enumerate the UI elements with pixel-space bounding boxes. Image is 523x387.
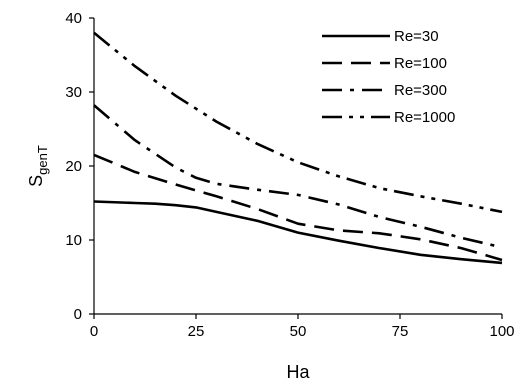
legend-label: Re=300 [394,82,447,99]
y-axis-title-subscript: genT [35,145,50,175]
legend-label: Re=1000 [394,109,455,126]
series-line-re-30 [93,200,503,265]
y-tick-label: 30 [65,84,82,101]
axis-titles: Ha SgenT [26,145,310,382]
x-tick-label: 75 [392,323,409,340]
x-axis-title: Ha [286,362,310,382]
x-tick-label: 100 [489,323,514,340]
y-tick-label: 20 [65,158,82,175]
plot-area [93,31,503,265]
legend-label: Re=30 [394,28,439,45]
series-line-re-100 [93,153,503,262]
legend-label: Re=100 [394,55,447,72]
y-tick-label: 10 [65,232,82,249]
y-tick-label: 0 [74,306,82,323]
legend: Re=30 Re=100 Re=300 Re=1000 [322,28,455,126]
series-line-re-1000 [93,31,503,214]
series-line-re-300 [93,104,503,249]
y-axis-title-main: S [26,175,46,187]
x-tick-label: 50 [290,323,307,340]
axes: 0 25 50 75 100 0 10 20 30 40 [65,10,514,340]
y-axis-title: SgenT [26,145,50,187]
x-tick-label: 25 [188,323,205,340]
y-tick-label: 40 [65,10,82,27]
x-tick-label: 0 [90,323,98,340]
